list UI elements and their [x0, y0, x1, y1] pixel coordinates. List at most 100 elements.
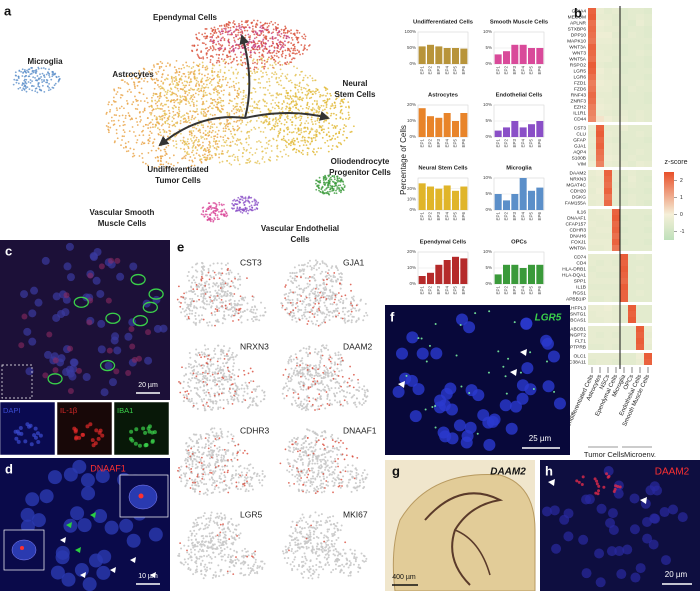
cell-dot	[231, 140, 234, 143]
cell-dot	[261, 314, 264, 317]
cell-dot	[309, 90, 312, 93]
cell-dot	[112, 96, 115, 99]
cell-dot	[332, 127, 335, 129]
cell-dot	[289, 275, 292, 278]
gene-label: S100B	[572, 155, 586, 161]
cell-dot	[269, 128, 272, 131]
heatmap-cell	[620, 170, 628, 176]
cell-dot	[233, 97, 236, 100]
cell-dot	[168, 165, 171, 168]
cell-dot	[320, 104, 323, 107]
cell-dot	[239, 106, 242, 109]
cell-dot	[169, 64, 171, 67]
x-tick-label: EP6	[537, 139, 542, 148]
cell-dot	[349, 283, 352, 286]
cell-dot	[220, 295, 223, 298]
cell-dot	[245, 162, 247, 164]
cell-dot	[198, 321, 201, 324]
heatmap-cell	[596, 14, 604, 20]
cell-dot	[210, 121, 212, 123]
gene-label: EZH2	[574, 104, 587, 110]
cell-dot	[253, 46, 256, 49]
cell-dot	[229, 29, 232, 32]
cell-dot	[183, 89, 186, 92]
cell-dot	[345, 125, 347, 128]
cell-dot	[262, 38, 265, 41]
heatmap-cell	[612, 332, 620, 338]
cell-dot	[335, 114, 338, 116]
cell-dot	[192, 130, 195, 132]
cell-dot	[352, 306, 355, 309]
cell-dot	[254, 91, 257, 93]
cell-dot	[322, 94, 325, 97]
cell-dot	[177, 108, 180, 111]
cell-dot	[333, 178, 336, 181]
cell-dot	[258, 40, 261, 42]
cell-dot	[199, 158, 202, 161]
cell-dot	[183, 155, 186, 158]
cell-dot	[286, 114, 289, 116]
cell-dot	[296, 49, 299, 52]
bar	[460, 258, 468, 284]
cell-dot	[278, 60, 281, 63]
x-tick-label: EP1	[419, 212, 424, 221]
cell-dot	[286, 312, 289, 315]
bar	[418, 276, 426, 284]
bar	[435, 117, 443, 137]
cell-dot	[230, 117, 233, 120]
cell-dot	[263, 59, 266, 62]
heatmap-cell	[604, 38, 612, 44]
cell-dot	[293, 147, 296, 150]
heatmap-cell	[588, 227, 596, 233]
cell-dot	[21, 84, 24, 86]
cell-dot	[301, 99, 304, 102]
heatmap-cell	[588, 155, 596, 161]
cell-dot	[135, 117, 137, 120]
cell-dot	[182, 157, 185, 159]
cell-dot	[159, 85, 162, 88]
cell-dot	[210, 78, 213, 81]
cell-dot	[165, 131, 168, 134]
cell-dot	[279, 64, 282, 66]
cell-dot	[286, 102, 289, 105]
cell-dot	[243, 27, 246, 30]
cell-dot	[156, 79, 159, 82]
cell-dot	[206, 213, 208, 216]
cell-dot	[315, 268, 318, 271]
cell-dot	[32, 85, 35, 88]
cell-dot	[289, 289, 292, 292]
heatmap-cell	[628, 338, 636, 344]
cell-dot	[190, 164, 193, 167]
cell-dot	[347, 118, 350, 121]
heatmap-cell	[596, 8, 604, 14]
cell-dot	[312, 151, 315, 154]
cell-dot	[105, 297, 112, 304]
cell-dot	[264, 22, 266, 25]
cell-dot	[217, 47, 220, 50]
cell-dot	[225, 84, 228, 87]
cell-dot	[100, 388, 109, 397]
heatmap-cell	[612, 221, 620, 227]
cell-dot	[304, 122, 306, 125]
cell-dot	[120, 94, 123, 96]
cell-dot	[290, 36, 293, 39]
heatmap-cell	[644, 161, 652, 167]
heatmap-cell	[644, 170, 652, 176]
heatmap-cell	[644, 296, 652, 302]
cell-dot	[266, 58, 269, 61]
cell-dot	[290, 142, 292, 145]
cell-dot	[204, 129, 207, 132]
cell-dot	[127, 112, 130, 114]
heatmap-cell	[612, 110, 620, 116]
cell-dot	[201, 292, 204, 295]
cell-dot	[343, 186, 346, 189]
cell-dot	[258, 48, 261, 50]
cluster-label: Vascular Endothelial	[261, 224, 339, 233]
cell-dot	[291, 315, 294, 318]
cell-dot	[154, 93, 157, 96]
heatmap-cell	[612, 74, 620, 80]
heatmap-cell	[596, 32, 604, 38]
cell-dot	[213, 271, 216, 274]
cell-dot	[299, 300, 302, 303]
cell-dot	[236, 95, 238, 98]
